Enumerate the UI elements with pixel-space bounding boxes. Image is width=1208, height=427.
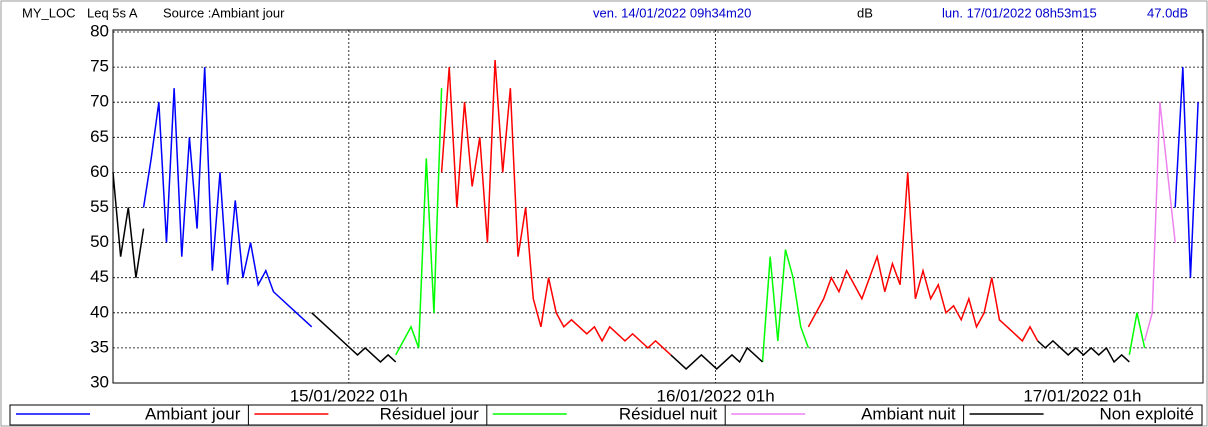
y-tick-label: 50: [90, 232, 109, 251]
y-tick-label: 80: [90, 21, 109, 40]
x-tick-label: 15/01/2022 01h: [290, 386, 408, 405]
legend-label: Résiduel jour: [380, 404, 480, 423]
x-tick-label: 16/01/2022 01h: [657, 386, 775, 405]
series-line: [112, 172, 1130, 370]
plot-area: [112, 29, 1204, 384]
legend-label: Non exploité: [1099, 404, 1194, 423]
header-loc: MY_LOC: [22, 5, 75, 20]
x-tick-label: 17/01/2022 01h: [1023, 386, 1141, 405]
header-unit: dB: [857, 5, 873, 20]
y-tick-label: 35: [90, 337, 109, 356]
y-tick-label: 30: [90, 372, 109, 391]
header-start: ven. 14/01/2022 09h34m20: [593, 5, 751, 20]
y-tick-label: 40: [90, 302, 109, 321]
legend-label: Ambiant jour: [145, 404, 241, 423]
header-current: 47.0dB: [1147, 5, 1188, 20]
y-tick-label: 55: [90, 197, 109, 216]
y-tick-label: 70: [90, 92, 109, 111]
legend-label: Ambiant nuit: [861, 404, 956, 423]
y-tick-label: 65: [90, 127, 109, 146]
series-line: [395, 88, 1146, 362]
series-line: [1143, 102, 1176, 342]
series-line: [142, 67, 1199, 328]
legend: [9, 404, 1203, 426]
y-tick-label: 75: [90, 57, 109, 76]
legend-label: Résiduel nuit: [619, 404, 718, 423]
y-tick-label: 45: [90, 267, 109, 286]
header-leq: Leq 5s A: [87, 5, 138, 20]
series-line: [440, 60, 1039, 356]
y-tick-label: 60: [90, 162, 109, 181]
header-end: lun. 17/01/2022 08h53m15: [942, 5, 1097, 20]
header-source: Source :Ambiant jour: [163, 5, 285, 20]
